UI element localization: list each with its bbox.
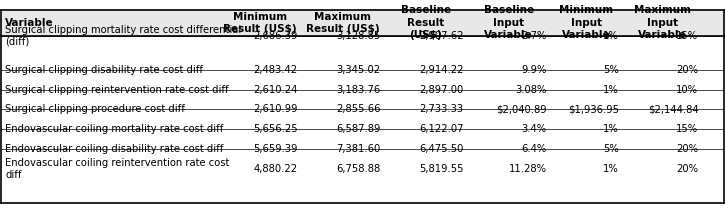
Text: 6,475.50: 6,475.50 bbox=[419, 144, 463, 154]
Text: 1%: 1% bbox=[603, 124, 619, 134]
Text: 3,345.02: 3,345.02 bbox=[336, 65, 381, 75]
Text: 11.28%: 11.28% bbox=[509, 164, 547, 174]
Text: 15%: 15% bbox=[676, 124, 698, 134]
Text: 10%: 10% bbox=[676, 85, 698, 95]
Text: Maximum
Input
Variable: Maximum Input Variable bbox=[634, 5, 691, 40]
Text: Minimum
Input
Variable: Minimum Input Variable bbox=[559, 5, 613, 40]
Text: Minimum
Result (US$): Minimum Result (US$) bbox=[223, 12, 297, 34]
Text: Surgical clipping mortality rate cost differential
(diff): Surgical clipping mortality rate cost di… bbox=[5, 25, 241, 47]
FancyBboxPatch shape bbox=[1, 10, 724, 36]
Text: 4,880.22: 4,880.22 bbox=[253, 164, 297, 174]
Text: 5,659.39: 5,659.39 bbox=[253, 144, 297, 154]
Text: Endovascular coiling mortality rate cost diff: Endovascular coiling mortality rate cost… bbox=[5, 124, 223, 134]
Text: $2,144.84: $2,144.84 bbox=[647, 104, 698, 114]
Text: 2,855.66: 2,855.66 bbox=[336, 104, 381, 114]
Text: Baseline
Result
(US$): Baseline Result (US$) bbox=[401, 5, 451, 40]
Text: Maximum
Result (US$): Maximum Result (US$) bbox=[306, 12, 379, 34]
Text: 6,758.88: 6,758.88 bbox=[336, 164, 381, 174]
Text: 5,819.55: 5,819.55 bbox=[419, 164, 463, 174]
Text: 2,483.42: 2,483.42 bbox=[253, 65, 297, 75]
Text: 7,381.60: 7,381.60 bbox=[336, 144, 381, 154]
Text: 2,686.39: 2,686.39 bbox=[253, 31, 297, 41]
Text: 2,610.24: 2,610.24 bbox=[253, 85, 297, 95]
Text: 2,914.22: 2,914.22 bbox=[419, 65, 463, 75]
Text: 20%: 20% bbox=[676, 164, 698, 174]
Text: Surgical clipping procedure cost diff: Surgical clipping procedure cost diff bbox=[5, 104, 185, 114]
Text: 6,122.07: 6,122.07 bbox=[419, 124, 463, 134]
Text: 5%: 5% bbox=[603, 65, 619, 75]
Text: $1,936.95: $1,936.95 bbox=[568, 104, 619, 114]
Text: 3,183.76: 3,183.76 bbox=[336, 85, 381, 95]
Text: Surgical clipping disability rate cost diff: Surgical clipping disability rate cost d… bbox=[5, 65, 203, 75]
Text: 2,907.62: 2,907.62 bbox=[419, 31, 463, 41]
Text: Surgical clipping reintervention rate cost diff: Surgical clipping reintervention rate co… bbox=[5, 85, 228, 95]
Text: Baseline
Input
Variable: Baseline Input Variable bbox=[484, 5, 534, 40]
Text: 5,656.25: 5,656.25 bbox=[253, 124, 297, 134]
Text: 20%: 20% bbox=[676, 65, 698, 75]
Text: 1%: 1% bbox=[603, 164, 619, 174]
Text: 2,610.99: 2,610.99 bbox=[253, 104, 297, 114]
Text: Endovascular coiling disability rate cost diff: Endovascular coiling disability rate cos… bbox=[5, 144, 223, 154]
Text: 1%: 1% bbox=[603, 31, 619, 41]
Text: 6.4%: 6.4% bbox=[521, 144, 547, 154]
Text: 1%: 1% bbox=[603, 85, 619, 95]
Text: 9.9%: 9.9% bbox=[521, 65, 547, 75]
Text: Endovascular coiling reintervention rate cost
diff: Endovascular coiling reintervention rate… bbox=[5, 158, 229, 180]
Text: 5%: 5% bbox=[603, 144, 619, 154]
Text: Variable: Variable bbox=[5, 18, 54, 28]
Text: 20%: 20% bbox=[676, 144, 698, 154]
Text: 3.08%: 3.08% bbox=[515, 85, 547, 95]
Text: 2.7%: 2.7% bbox=[521, 31, 547, 41]
Text: 3,128.85: 3,128.85 bbox=[336, 31, 381, 41]
Text: 6,587.89: 6,587.89 bbox=[336, 124, 381, 134]
Text: $2,040.89: $2,040.89 bbox=[496, 104, 547, 114]
Text: 2,897.00: 2,897.00 bbox=[419, 85, 463, 95]
Text: 15%: 15% bbox=[676, 31, 698, 41]
Text: 2,733.33: 2,733.33 bbox=[420, 104, 463, 114]
Text: 3.4%: 3.4% bbox=[521, 124, 547, 134]
